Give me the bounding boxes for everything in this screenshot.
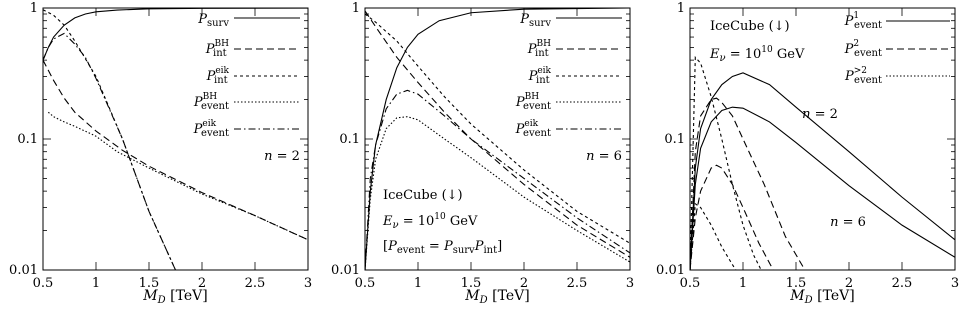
legend: Psurv PBH int Peik int PBH event Peik event: [515, 12, 622, 139]
legend-label-p-event-1: P1 event: [844, 11, 882, 31]
x-tick-label: 2.5: [245, 276, 266, 291]
x-tick-label: 2: [520, 276, 528, 291]
legend-label-p-int-bh: PBH int: [205, 39, 229, 59]
annotation-icecube: IceCube (↓): [710, 19, 790, 34]
y-tick-label: 0.1: [339, 132, 360, 147]
series-line-p-event-1-n-6: [690, 106, 955, 270]
y-tick-label: 0.01: [331, 263, 360, 278]
x-tick-label: 1.5: [786, 276, 807, 291]
legend-label-p-event-bh: PBH event: [193, 92, 229, 112]
series-line-p-int-eik: [365, 13, 630, 244]
annotation-icecube: IceCube (↓): [383, 188, 463, 203]
series-line-p-surv: [365, 8, 630, 270]
series-line-p-int-bh: [43, 59, 308, 241]
legend-label-p-event-2: P2 event: [844, 39, 882, 59]
x-tick-label: 2: [198, 276, 206, 291]
legend-label-p-event-eik: Peik event: [515, 119, 551, 139]
legend-label-p-event-gt2: P>2 event: [844, 66, 882, 86]
y-tick-label: 1: [30, 1, 38, 16]
panel-2: 0.01 0.1 1 0.5 1 1.5 2 2.5 3 MD [TeV] Psurv PBH…: [331, 1, 634, 306]
annotation-n-6: n = 6: [586, 149, 622, 164]
y-tick-label: 1: [677, 1, 685, 16]
y-ticks: 0.01 0.1 1: [9, 1, 308, 278]
y-tick-label: 1: [352, 1, 360, 16]
x-tick-label: 0.5: [680, 276, 701, 291]
x-tick-label: 0.5: [355, 276, 376, 291]
x-tick-label: 0.5: [33, 276, 54, 291]
legend: Psurv PBH int Peik int PBH event Peik event: [193, 12, 300, 139]
x-tick-label: 1: [739, 276, 747, 291]
legend-label-p-event-eik: Peik event: [193, 119, 229, 139]
series-line-p-event-2-n-2: [690, 97, 806, 270]
x-tick-label: 3: [304, 276, 312, 291]
series-line-p-event-bh: [47, 111, 308, 241]
annotation-n-2: n = 2: [264, 149, 300, 164]
legend: P1 event P2 event P>2 event: [844, 11, 950, 86]
y-tick-label: 0.1: [664, 132, 685, 147]
x-tick-label: 2: [845, 276, 853, 291]
y-tick-label: 0.01: [656, 263, 685, 278]
x-ticks: 0.5 1 1.5 2 2.5 3: [680, 8, 959, 291]
x-tick-label: 1: [92, 276, 100, 291]
series-line-p-event-1-n-2: [690, 72, 955, 270]
curves: [43, 8, 308, 270]
panel-1: 0.01 0.1 1 0.5 1 1.5 2 2.5 3 MD [TeV] Psurv PBH…: [9, 1, 312, 306]
x-tick-label: 3: [626, 276, 634, 291]
series-line-p-surv: [43, 8, 308, 61]
x-tick-label: 3: [951, 276, 959, 291]
x-axis-label: MD [TeV]: [142, 288, 207, 306]
series-line-p-int-bh: [365, 10, 630, 258]
series-line-p-event-eik: [43, 32, 177, 270]
series-line-p-event-2-n-6: [690, 202, 737, 270]
series-line-p-event-bh: [365, 116, 630, 270]
series-line-p-event-2-n-2: [690, 55, 762, 270]
x-tick-label: 1: [414, 276, 422, 291]
annotation-formula: [Pevent = PsurvPint]: [383, 239, 502, 256]
y-ticks: 0.01 0.1 1: [656, 1, 955, 278]
legend-label-p-surv: Psurv: [197, 12, 229, 29]
curves: [690, 55, 955, 270]
series-line-p-event-2-n-6: [690, 164, 774, 270]
y-tick-label: 0.01: [9, 263, 38, 278]
annotation-n-2: n = 2: [802, 107, 838, 122]
series-line-p-event-eik: [365, 89, 630, 270]
curves: [365, 8, 630, 270]
y-tick-label: 0.1: [17, 132, 38, 147]
legend-label-p-event-bh: PBH event: [515, 92, 551, 112]
legend-label-p-int-eik: Peik int: [206, 66, 230, 86]
plot-frame: [42, 7, 309, 271]
annotation-energy: Eν = 1010 GeV: [382, 212, 478, 231]
series-line-p-int-eik: [43, 9, 177, 270]
x-axis-label: MD [TeV]: [464, 288, 529, 306]
x-tick-label: 1.5: [461, 276, 482, 291]
x-axis-label: MD [TeV]: [789, 288, 854, 306]
annotation-n-6: n = 6: [830, 215, 866, 230]
legend-label-p-surv: Psurv: [519, 12, 551, 29]
panel-3: 0.01 0.1 1 0.5 1 1.5 2 2.5 3 MD [TeV] IceCube (…: [656, 1, 959, 306]
legend-label-p-int-eik: Peik int: [528, 66, 552, 86]
x-ticks: 0.5 1 1.5 2 2.5 3: [33, 8, 312, 291]
plot-frame: [364, 7, 631, 271]
annotation-energy: Eν = 1010 GeV: [709, 45, 805, 64]
x-tick-label: 2.5: [567, 276, 588, 291]
x-tick-label: 1.5: [139, 276, 160, 291]
y-ticks: 0.01 0.1 1: [331, 1, 630, 278]
legend-label-p-int-bh: PBH int: [527, 39, 551, 59]
x-tick-label: 2.5: [892, 276, 913, 291]
